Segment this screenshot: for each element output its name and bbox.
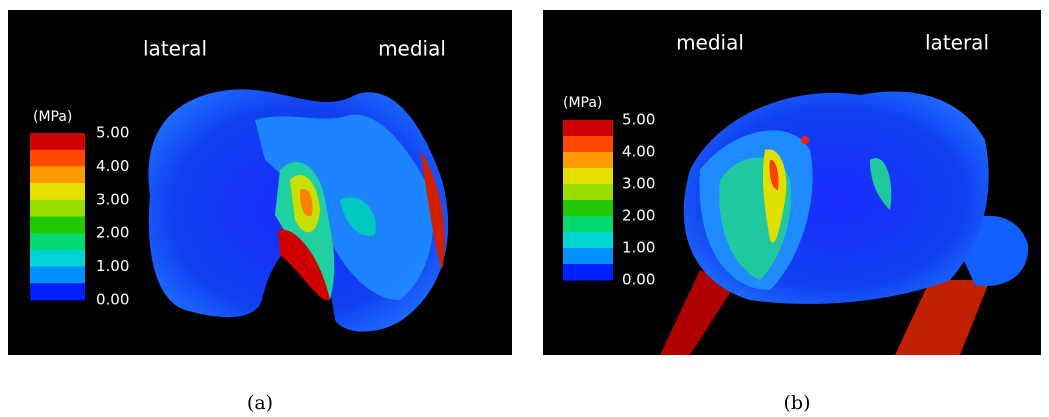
color-scale-segment (563, 136, 613, 153)
side-label: medial (676, 31, 744, 55)
scale-label: 3.00 (96, 190, 129, 208)
color-scale-segment (30, 249, 85, 268)
femur-b (660, 91, 1029, 355)
color-scale-segment (30, 283, 85, 301)
scale-label: 1.00 (96, 257, 129, 275)
side-label: lateral (143, 37, 207, 61)
scale-label: 2.00 (622, 207, 655, 225)
caption: (a) (247, 392, 273, 414)
scale-label: 0.00 (622, 271, 655, 289)
color-scale-segment (563, 232, 613, 249)
side-label: medial (378, 37, 446, 61)
scale-label: 4.00 (622, 143, 655, 161)
scale-label: 4.00 (96, 157, 129, 175)
color-scale-segment (563, 184, 613, 201)
femur-a (148, 89, 449, 332)
scale-label: 5.00 (96, 124, 129, 142)
color-scale-segment (30, 183, 85, 201)
unit-label: (MPa) (563, 95, 602, 111)
color-scale-segment (563, 216, 613, 233)
caption: (b) (784, 392, 811, 414)
color-scale-segment (563, 168, 613, 185)
color-scale-segment (563, 152, 613, 169)
color-scale-segment (30, 166, 85, 184)
color-scale-segment (30, 199, 85, 217)
color-scale-segment (563, 120, 613, 137)
color-scale-segment (30, 216, 85, 234)
scale-label: 1.00 (622, 239, 655, 257)
color-scale-segment (30, 233, 85, 251)
color-scale-segment (30, 149, 85, 167)
scale-label: 0.00 (96, 291, 129, 309)
color-scale-segment (30, 133, 85, 151)
side-label: lateral (925, 31, 989, 55)
color-scale-segment (563, 264, 613, 281)
scale-label: 5.00 (622, 111, 655, 129)
color-scale-segment (563, 200, 613, 217)
scale-label: 2.00 (96, 224, 129, 242)
scale-label: 3.00 (622, 175, 655, 193)
color-scale-segment (563, 248, 613, 265)
color-scale-segment (30, 266, 85, 284)
unit-label: (MPa) (33, 109, 72, 125)
